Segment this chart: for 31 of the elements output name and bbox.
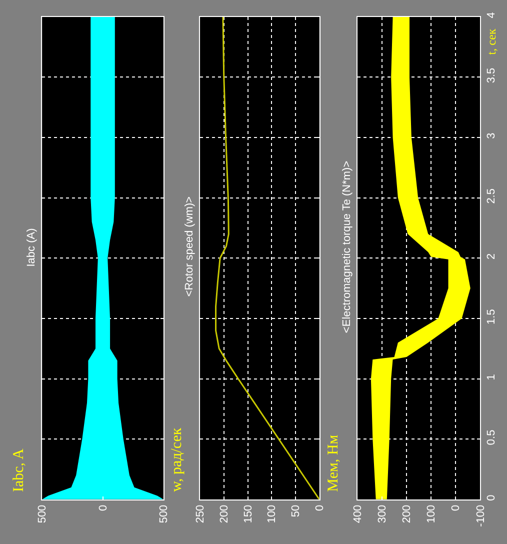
y-axis-title: t, сек <box>484 28 499 55</box>
text: Iabc (A) <box>26 228 38 267</box>
text: Мем, Нм <box>326 434 342 492</box>
x-tick-label: 100 <box>426 504 438 524</box>
y-tick-label: 2 <box>485 253 498 260</box>
text: w, рад/сек <box>168 427 185 492</box>
x-tick-label: -100 <box>474 504 487 527</box>
y-tick-label: 4 <box>485 12 498 18</box>
y-tick-label: 1.5 <box>485 309 498 324</box>
x-tick-label: 0 <box>314 504 326 511</box>
text: <Rotor speed (wm)> <box>183 196 196 297</box>
x-tick-label: 0 <box>450 504 462 511</box>
x-tick-label: 500 <box>158 504 170 524</box>
x-tick-label: 100 <box>266 504 278 524</box>
y-tick-label: 0 <box>485 494 498 501</box>
x-tick-label: 250 <box>194 504 207 524</box>
text: <Electromagnetic torque Te (N*m)> <box>340 160 353 334</box>
x-tick-label: 200 <box>218 504 230 524</box>
x-tick-label: 150 <box>242 504 254 524</box>
x-tick-label: 0 <box>97 504 110 511</box>
x-tick-label: 300 <box>376 504 389 524</box>
y-tick-label: 1 <box>485 374 498 380</box>
y-tick-label: 3.5 <box>485 68 498 84</box>
x-tick-label: 500 <box>36 504 49 524</box>
x-tick-label: 200 <box>401 504 414 524</box>
x-tick-label: 50 <box>290 504 302 518</box>
x-tick-label: 400 <box>352 504 364 524</box>
y-tick-label: 0.5 <box>485 430 498 446</box>
y-tick-label: 3 <box>485 132 498 139</box>
text: Iabc, A <box>10 448 27 492</box>
y-tick-label: 2.5 <box>485 188 498 204</box>
